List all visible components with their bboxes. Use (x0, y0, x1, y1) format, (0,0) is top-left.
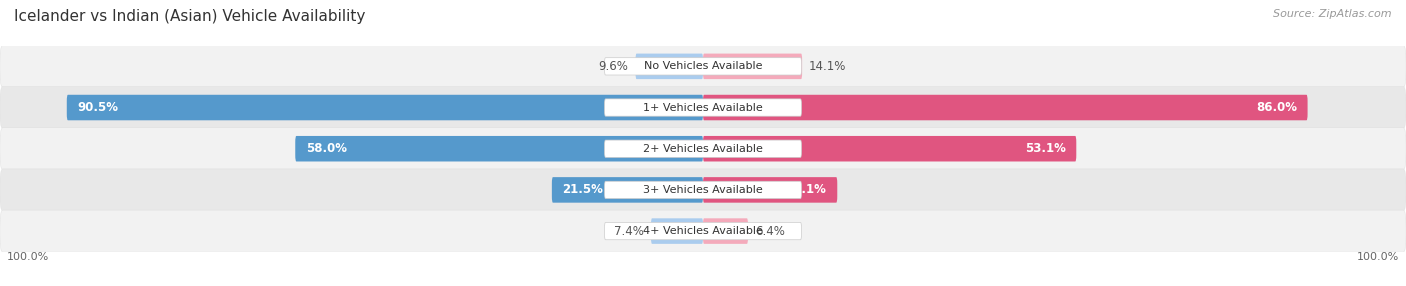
Text: 9.6%: 9.6% (599, 60, 628, 73)
FancyBboxPatch shape (605, 140, 801, 157)
Text: 19.1%: 19.1% (786, 183, 827, 196)
Text: 7.4%: 7.4% (614, 225, 644, 238)
FancyBboxPatch shape (551, 177, 703, 203)
FancyBboxPatch shape (703, 95, 1308, 120)
FancyBboxPatch shape (703, 177, 838, 203)
Text: 14.1%: 14.1% (810, 60, 846, 73)
Text: 100.0%: 100.0% (1357, 252, 1399, 262)
Text: 58.0%: 58.0% (307, 142, 347, 155)
FancyBboxPatch shape (703, 136, 1077, 162)
Text: 100.0%: 100.0% (7, 252, 49, 262)
Text: 4+ Vehicles Available: 4+ Vehicles Available (643, 226, 763, 236)
Text: 53.1%: 53.1% (1025, 142, 1066, 155)
FancyBboxPatch shape (605, 181, 801, 198)
FancyBboxPatch shape (703, 218, 748, 244)
Text: 86.0%: 86.0% (1256, 101, 1296, 114)
FancyBboxPatch shape (0, 128, 1406, 170)
Text: 3+ Vehicles Available: 3+ Vehicles Available (643, 185, 763, 195)
Text: 6.4%: 6.4% (755, 225, 785, 238)
FancyBboxPatch shape (703, 53, 801, 79)
FancyBboxPatch shape (605, 223, 801, 240)
Text: 21.5%: 21.5% (562, 183, 603, 196)
Text: 90.5%: 90.5% (77, 101, 118, 114)
Text: 1+ Vehicles Available: 1+ Vehicles Available (643, 103, 763, 112)
Text: No Vehicles Available: No Vehicles Available (644, 61, 762, 71)
FancyBboxPatch shape (0, 169, 1406, 211)
FancyBboxPatch shape (605, 58, 801, 75)
FancyBboxPatch shape (0, 45, 1406, 87)
FancyBboxPatch shape (0, 87, 1406, 128)
FancyBboxPatch shape (605, 99, 801, 116)
FancyBboxPatch shape (651, 218, 703, 244)
FancyBboxPatch shape (66, 95, 703, 120)
FancyBboxPatch shape (0, 210, 1406, 252)
FancyBboxPatch shape (636, 53, 703, 79)
Text: Icelander vs Indian (Asian) Vehicle Availability: Icelander vs Indian (Asian) Vehicle Avai… (14, 9, 366, 23)
Text: Source: ZipAtlas.com: Source: ZipAtlas.com (1274, 9, 1392, 19)
Text: 2+ Vehicles Available: 2+ Vehicles Available (643, 144, 763, 154)
FancyBboxPatch shape (295, 136, 703, 162)
